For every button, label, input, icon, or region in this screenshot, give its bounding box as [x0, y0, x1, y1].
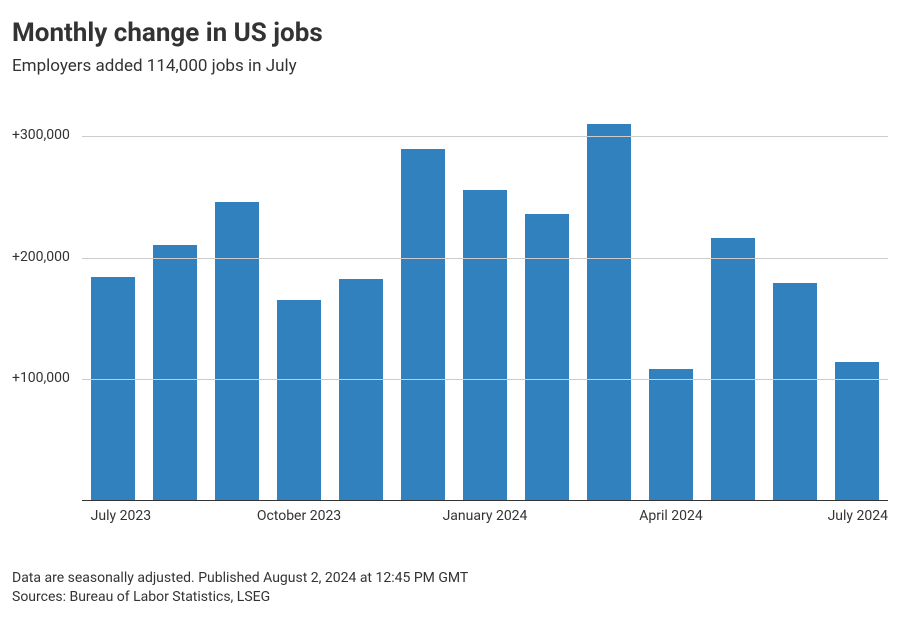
bar	[463, 190, 508, 500]
bar	[215, 202, 260, 500]
chart-container: Monthly change in US jobs Employers adde…	[0, 0, 900, 633]
bar	[401, 149, 446, 501]
bar	[91, 277, 136, 500]
bar	[649, 369, 694, 500]
x-axis-label: April 2024	[639, 508, 703, 524]
chart-footer: Data are seasonally adjusted. Published …	[12, 569, 468, 607]
bar	[773, 283, 818, 500]
y-axis-label: +100,000	[12, 370, 74, 386]
footnote-line-1: Data are seasonally adjusted. Published …	[12, 569, 468, 588]
chart-subtitle: Employers added 114,000 jobs in July	[12, 56, 888, 76]
gridline	[82, 379, 888, 380]
y-axis-label: +200,000	[12, 249, 74, 265]
bar	[587, 124, 632, 500]
x-axis-label: January 2024	[443, 508, 528, 524]
y-axis-label: +300,000	[12, 127, 74, 143]
x-axis-label: July 2023	[91, 508, 151, 524]
bar	[835, 362, 880, 500]
plot-area: +100,000+200,000+300,000	[82, 100, 888, 501]
bar	[153, 245, 198, 500]
bar	[277, 300, 322, 500]
chart-area: +100,000+200,000+300,000 July 2023Octobe…	[12, 100, 888, 530]
gridline	[82, 136, 888, 137]
bar	[339, 279, 384, 500]
x-axis-label: July 2024	[828, 508, 888, 524]
footnote-line-2: Sources: Bureau of Labor Statistics, LSE…	[12, 588, 468, 607]
chart-title: Monthly change in US jobs	[12, 18, 888, 48]
bars-group	[82, 100, 888, 500]
x-axis-label: October 2023	[257, 508, 341, 524]
bar	[711, 238, 756, 500]
gridline	[82, 258, 888, 259]
